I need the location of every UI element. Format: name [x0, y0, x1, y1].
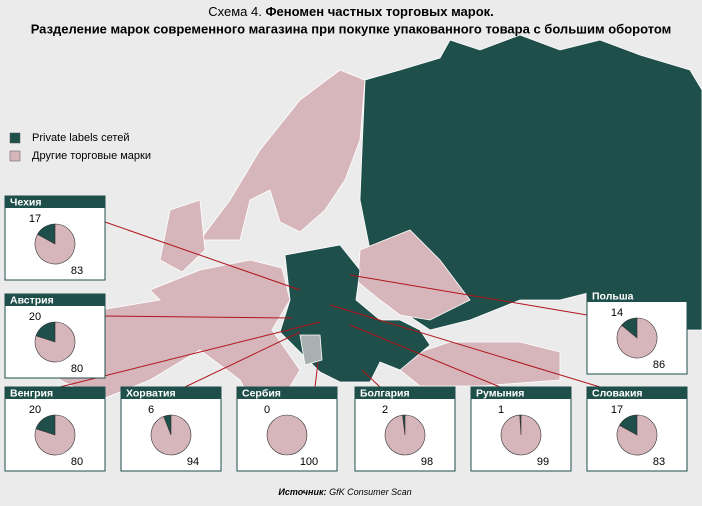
scandinavia [199, 69, 366, 241]
source-label: Источник: [278, 487, 326, 497]
pie-box: Болгария 2 98 [354, 386, 456, 472]
leader-line [104, 221, 301, 291]
legend-label: Private labels сетей [32, 132, 130, 144]
leader-line [104, 315, 293, 319]
pie-box: Сербия 0 100 [236, 386, 338, 472]
value-label: 17 [29, 213, 41, 225]
pies: Чехия1783Австрия2080Венгрия2080Хорватия6… [4, 195, 688, 472]
country-label: Болгария [360, 387, 410, 399]
value-label: 14 [611, 307, 623, 319]
pie-slice [34, 414, 76, 456]
uk [159, 199, 206, 273]
value-label: 20 [29, 404, 41, 416]
title-prefix: Схема 4. [208, 4, 262, 19]
country-label: Сербия [242, 387, 281, 399]
source: Источник: GfK Consumer Scan [278, 487, 411, 497]
leader-line [349, 324, 501, 388]
legend-swatch [9, 150, 21, 162]
pie-box: Хорватия 6 94 [120, 386, 222, 472]
pie-box: Австрия 20 80 [4, 293, 106, 379]
value-label: 17 [611, 404, 623, 416]
serbia [299, 334, 323, 366]
value-label: 80 [71, 456, 83, 468]
value-label: 83 [71, 265, 83, 277]
legend-swatch [9, 132, 21, 144]
subtitle: Разделение марок современного магазина п… [31, 21, 672, 36]
value-label: 83 [653, 456, 665, 468]
box-header [587, 387, 687, 399]
value-label: 20 [29, 311, 41, 323]
leader-line [361, 369, 381, 388]
pie-slice [616, 317, 658, 359]
legend: Private labels сетей Другие торговые марк… [9, 132, 151, 162]
country-label: Польша [592, 290, 634, 302]
pie-slice [34, 321, 76, 363]
leader-line [349, 274, 588, 316]
country-label: Австрия [10, 294, 54, 306]
box-header [121, 387, 221, 399]
pie-box: Чехия 17 83 [4, 195, 106, 281]
leader-line [329, 304, 601, 388]
value-label: 1 [498, 404, 504, 416]
box-header [5, 387, 105, 399]
box-header [471, 387, 571, 399]
pie-slice [34, 223, 76, 265]
country-label: Чехия [10, 196, 42, 208]
source-text: GfK Consumer Scan [329, 487, 412, 497]
value-label: 86 [653, 359, 665, 371]
value-label: 98 [421, 456, 433, 468]
value-label: 2 [382, 404, 388, 416]
pie-slice [616, 414, 658, 456]
value-label: 80 [71, 363, 83, 375]
pie-slice [150, 414, 192, 456]
box-header [355, 387, 455, 399]
country-label: Румыния [476, 387, 524, 399]
pie-slice [266, 414, 308, 456]
title-text: Феномен частных торговых марок. [265, 4, 493, 19]
box-header [587, 290, 687, 302]
box-header [237, 387, 337, 399]
value-label: 94 [187, 456, 199, 468]
pie-box: Румыния 1 99 [470, 386, 572, 472]
country-label: Хорватия [126, 387, 176, 399]
legend-label: Другие торговые марки [32, 150, 151, 162]
value-label: 6 [148, 404, 154, 416]
country-label: Венгрия [10, 387, 53, 399]
turkey [389, 341, 561, 387]
box-header [5, 294, 105, 306]
box-header [5, 196, 105, 208]
pie-box: Словакия 17 83 [586, 386, 688, 472]
value-label: 100 [300, 456, 318, 468]
value-label: 0 [264, 404, 270, 416]
title: Схема 4. Феномен частных торговых марок. [208, 4, 494, 19]
pie-slice [384, 414, 426, 456]
ukraine-belarus [357, 229, 471, 321]
leader-line [184, 331, 301, 388]
leader-line [314, 361, 319, 388]
pie-slice [500, 414, 542, 456]
pie-box: Польша 14 86 [586, 289, 688, 375]
pie-box: Венгрия 20 80 [4, 386, 106, 472]
country-label: Словакия [592, 387, 643, 399]
value-label: 99 [537, 456, 549, 468]
